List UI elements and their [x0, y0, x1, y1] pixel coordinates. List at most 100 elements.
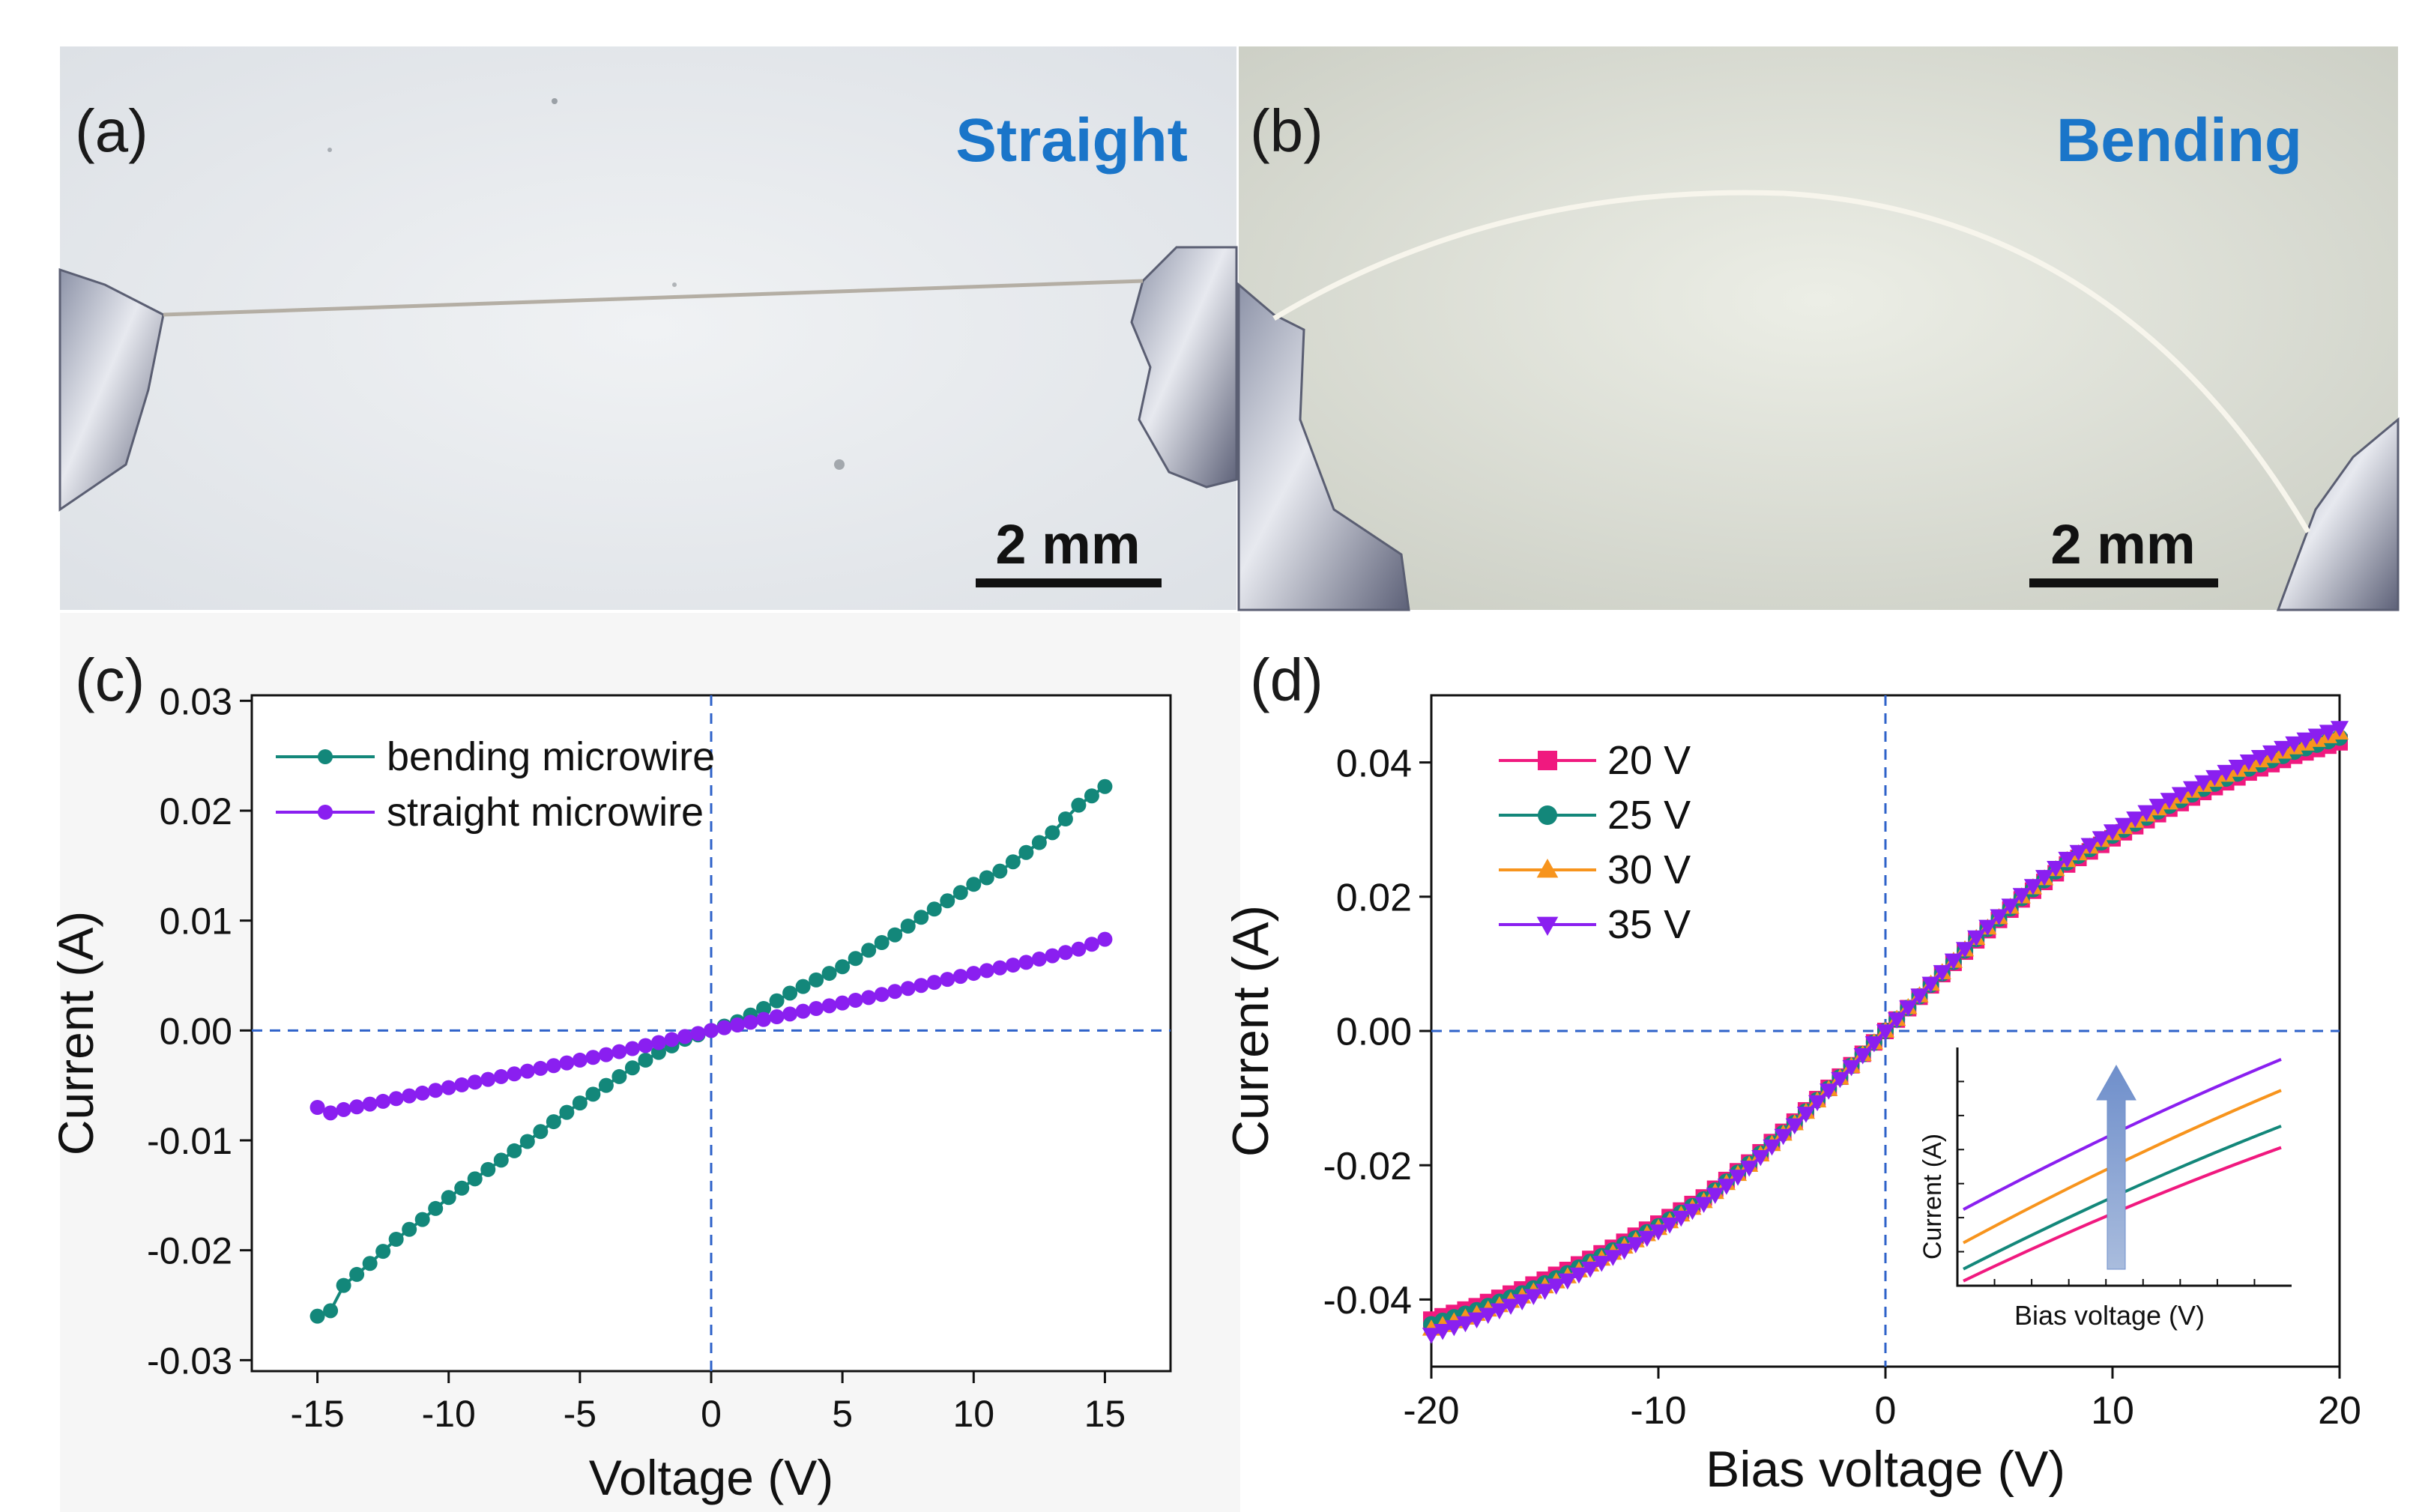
data-point [585, 1086, 601, 1102]
data-point [533, 1060, 549, 1076]
data-point [1005, 854, 1021, 870]
data-point [414, 1085, 430, 1101]
data-point [1661, 1218, 1679, 1234]
chart-d: -20 -10 0 10 20 -0.04 -0.02 0.00 0.02 0.04 Bias vo… [1222, 694, 2361, 1498]
data-point [480, 1161, 496, 1177]
data-point [2012, 888, 2031, 904]
y-tick-label: 0.04 [1336, 742, 1412, 785]
x-tick-label: 0 [701, 1393, 722, 1435]
panel-a-title: Straight [955, 106, 1188, 175]
data-point [1853, 1048, 1872, 1065]
data-point [1944, 953, 1963, 970]
data-point [2319, 725, 2337, 741]
data-point [546, 1114, 561, 1130]
data-point [598, 1047, 614, 1062]
data-point [2137, 805, 2156, 822]
panel-a-label: (a) [75, 97, 148, 164]
y-tick-label: -0.02 [147, 1230, 232, 1272]
data-point [388, 1091, 404, 1107]
data-point [362, 1096, 378, 1112]
data-point [782, 985, 798, 1001]
inset-x-axis-label: Bias voltage (V) [2014, 1300, 2205, 1331]
right-foil-contact [2276, 417, 2400, 611]
data-point [1524, 1289, 1543, 1305]
data-point [1513, 1294, 1532, 1310]
data-point [1018, 955, 1034, 970]
y-tick-label: 0.02 [160, 790, 232, 832]
data-point [559, 1104, 575, 1120]
data-point [952, 885, 968, 901]
left-foil-contact [58, 267, 165, 512]
data-point [2182, 781, 2202, 798]
legend-label: 25 V [1607, 793, 1691, 838]
data-point [1018, 844, 1034, 860]
data-point [414, 1212, 430, 1227]
data-point [769, 993, 785, 1008]
data-point [1864, 1036, 1883, 1053]
data-point [926, 975, 942, 991]
data-point [704, 1023, 719, 1038]
data-point [441, 1190, 456, 1206]
y-tick-label: 0.00 [1336, 1011, 1412, 1054]
data-point [2228, 759, 2247, 776]
x-axis-label: Bias voltage (V) [1706, 1441, 2065, 1498]
data-point [585, 1050, 601, 1065]
x-tick-label: 20 [2318, 1389, 2361, 1433]
data-point [1842, 1059, 1861, 1077]
data-point [1820, 1083, 1838, 1100]
data-point [913, 978, 929, 994]
data-point [1569, 1267, 1589, 1284]
data-point [1728, 1170, 1748, 1186]
data-point [454, 1077, 470, 1092]
data-point [519, 1134, 535, 1149]
data-point [546, 1058, 561, 1074]
data-point [1479, 1307, 1497, 1324]
data-point [519, 1063, 535, 1079]
data-point [1990, 909, 2008, 925]
data-point [2092, 831, 2110, 847]
y-axis-label: Current (A) [48, 911, 103, 1155]
data-point [2160, 793, 2178, 809]
panel-a-photo-background [60, 46, 1236, 610]
panel-b-label: (b) [1250, 97, 1323, 164]
chart-c: -15 -10 -5 0 5 10 15 -0.03 -0.02 -0.01 0.00 0.01 0.0… [48, 680, 1172, 1505]
data-point [835, 959, 851, 975]
straight-microwire [163, 279, 1144, 317]
bending-microwire [1272, 190, 2311, 533]
data-point [388, 1232, 404, 1247]
data-point [769, 1009, 785, 1024]
data-point [362, 1256, 378, 1271]
inset-chart: Bias voltage (V) Current (A) [1918, 1043, 2299, 1331]
data-point [966, 877, 982, 892]
data-point [1456, 1316, 1475, 1333]
photo-speck [552, 98, 558, 104]
data-point [349, 1266, 365, 1282]
panel-c-label: (c) [75, 647, 145, 713]
data-point [756, 1011, 772, 1027]
data-point [1785, 1118, 1804, 1135]
data-point [2069, 844, 2088, 862]
y-axis-label: Current (A) [1222, 905, 1279, 1157]
legend: bending microwire straight microwire [276, 734, 715, 835]
data-point [2307, 728, 2326, 745]
inset-y-axis-label: Current (A) [1918, 1134, 1947, 1260]
data-point [2205, 769, 2224, 787]
data-point [2080, 838, 2099, 855]
data-point [887, 927, 903, 943]
x-tick-label: -5 [564, 1393, 597, 1435]
scale-bar [976, 578, 1162, 587]
data-point [1084, 937, 1099, 952]
legend-label: bending microwire [387, 734, 715, 779]
data-point [2058, 851, 2077, 868]
data-point [1501, 1298, 1520, 1315]
x-tick-label: 10 [2091, 1389, 2134, 1433]
data-point [1445, 1319, 1464, 1337]
data-point [887, 984, 903, 1000]
x-tick-label: -20 [1403, 1389, 1459, 1433]
data-point [402, 1088, 417, 1104]
x-tick-label: 10 [952, 1393, 994, 1435]
data-point [795, 1003, 811, 1019]
data-point [467, 1171, 483, 1187]
y-tick-label: -0.02 [1323, 1145, 1412, 1188]
data-point [861, 943, 877, 958]
